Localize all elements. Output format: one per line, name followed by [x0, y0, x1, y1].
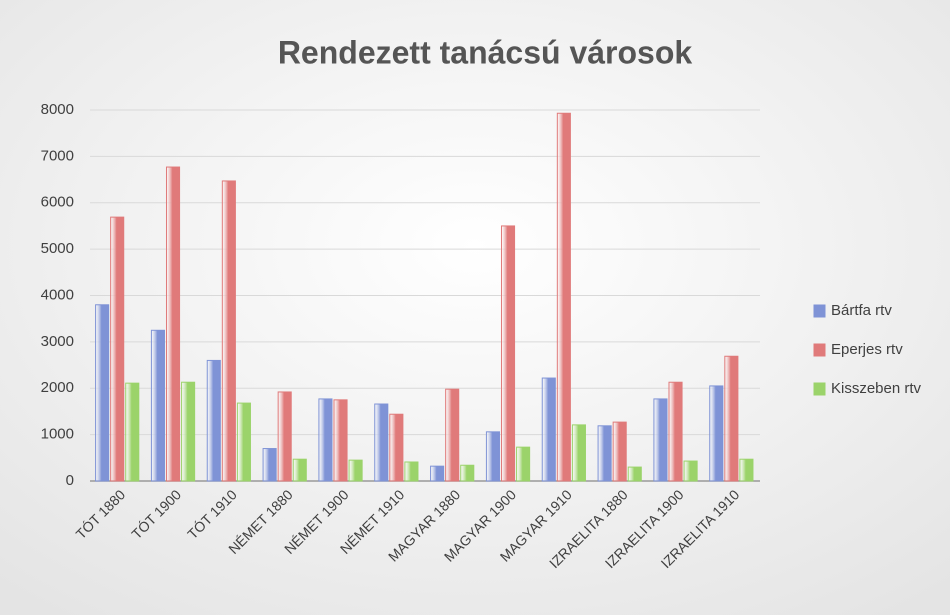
- bar: [165, 166, 181, 482]
- bar: [739, 458, 754, 482]
- bar: [374, 403, 389, 482]
- bar: [653, 398, 668, 482]
- bar: [724, 355, 739, 482]
- bar: [150, 329, 165, 482]
- bar: [541, 377, 556, 482]
- bar: [236, 402, 251, 482]
- bar: [460, 464, 475, 482]
- y-tick-label: 6000: [41, 194, 74, 211]
- y-tick-label: 7000: [41, 147, 74, 164]
- bar: [709, 385, 724, 482]
- bar: [348, 459, 363, 482]
- bar: [221, 180, 236, 482]
- bar: [95, 304, 110, 482]
- bar: [516, 446, 531, 482]
- bar: [683, 460, 698, 482]
- chart-title: Rendezett tanácsú városok: [278, 34, 693, 70]
- bar: [571, 424, 586, 482]
- legend-swatch: [813, 304, 826, 318]
- bar: [333, 399, 348, 482]
- y-tick-label: 3000: [41, 333, 74, 350]
- bar: [668, 381, 683, 482]
- bar: [404, 461, 419, 482]
- y-tick-label: 0: [66, 472, 74, 489]
- y-tick-label: 5000: [41, 240, 74, 257]
- y-tick-label: 2000: [41, 379, 74, 396]
- legend-label: Kisszeben rtv: [831, 380, 922, 397]
- bar: [125, 382, 140, 482]
- bar: [627, 466, 642, 482]
- bar: [597, 425, 612, 482]
- bar: [206, 359, 221, 482]
- legend-swatch: [813, 382, 826, 396]
- legend-label: Bártfa rtv: [831, 302, 892, 319]
- bar: [181, 381, 196, 482]
- bar: [318, 398, 333, 482]
- bar: [485, 431, 500, 482]
- bar: [430, 465, 445, 482]
- legend-swatch: [813, 343, 826, 357]
- bar: [277, 391, 292, 482]
- bar: [292, 458, 307, 482]
- y-tick-label: 8000: [41, 101, 74, 118]
- bar: [556, 112, 571, 482]
- bar: [262, 448, 277, 482]
- bar: [612, 421, 627, 482]
- bar: [445, 388, 460, 482]
- bar: [110, 216, 125, 482]
- y-tick-label: 4000: [41, 286, 74, 303]
- bar: [389, 413, 404, 482]
- y-tick-label: 1000: [41, 426, 74, 443]
- bar: [500, 225, 516, 482]
- legend-label: Eperjes rtv: [831, 341, 903, 358]
